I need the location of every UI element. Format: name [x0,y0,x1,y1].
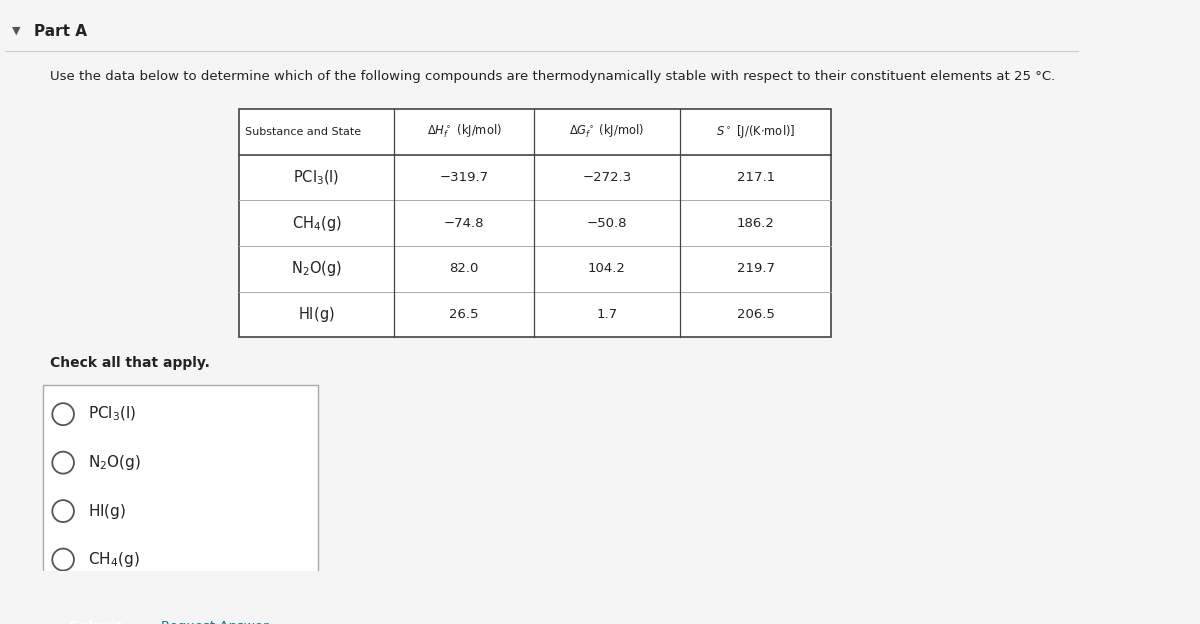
Text: $\mathrm{PCl_3(l)}$: $\mathrm{PCl_3(l)}$ [293,168,340,187]
Text: Substance and State: Substance and State [245,127,361,137]
Text: 219.7: 219.7 [737,262,775,275]
Text: $\mathrm{HI(g)}$: $\mathrm{HI(g)}$ [89,502,126,520]
FancyBboxPatch shape [239,109,832,338]
Text: 186.2: 186.2 [737,217,775,230]
Text: Check all that apply.: Check all that apply. [49,356,210,369]
Text: 82.0: 82.0 [449,262,479,275]
Text: −50.8: −50.8 [587,217,628,230]
Text: −272.3: −272.3 [582,171,631,184]
Text: Use the data below to determine which of the following compounds are thermodynam: Use the data below to determine which of… [49,71,1055,83]
Text: $\Delta G^\circ_f$ (kJ/mol): $\Delta G^\circ_f$ (kJ/mol) [569,123,644,140]
Text: 26.5: 26.5 [449,308,479,321]
Text: ▼: ▼ [12,26,20,36]
Text: 206.5: 206.5 [737,308,775,321]
Text: $\mathrm{N_2O(g)}$: $\mathrm{N_2O(g)}$ [292,260,342,278]
Text: 104.2: 104.2 [588,262,626,275]
Text: $\mathrm{CH_4(g)}$: $\mathrm{CH_4(g)}$ [89,550,140,569]
Text: $S^\circ$ [J/(K$\cdot$mol)]: $S^\circ$ [J/(K$\cdot$mol)] [716,123,796,140]
FancyBboxPatch shape [49,608,143,624]
Text: 217.1: 217.1 [737,171,775,184]
Text: $\mathrm{HI(g)}$: $\mathrm{HI(g)}$ [298,305,335,324]
Text: Submit: Submit [68,620,122,624]
Text: −319.7: −319.7 [439,171,488,184]
Text: $\mathrm{PCl_3(l)}$: $\mathrm{PCl_3(l)}$ [89,405,137,423]
Text: Part A: Part A [35,24,88,39]
Text: Request Answer: Request Answer [161,620,268,624]
Text: $\Delta H^\circ_f$ (kJ/mol): $\Delta H^\circ_f$ (kJ/mol) [426,123,502,140]
Text: $\mathrm{N_2O(g)}$: $\mathrm{N_2O(g)}$ [89,453,142,472]
FancyBboxPatch shape [43,385,318,597]
Text: $\mathrm{CH_4(g)}$: $\mathrm{CH_4(g)}$ [292,213,341,233]
Text: 1.7: 1.7 [596,308,618,321]
Text: −74.8: −74.8 [444,217,485,230]
